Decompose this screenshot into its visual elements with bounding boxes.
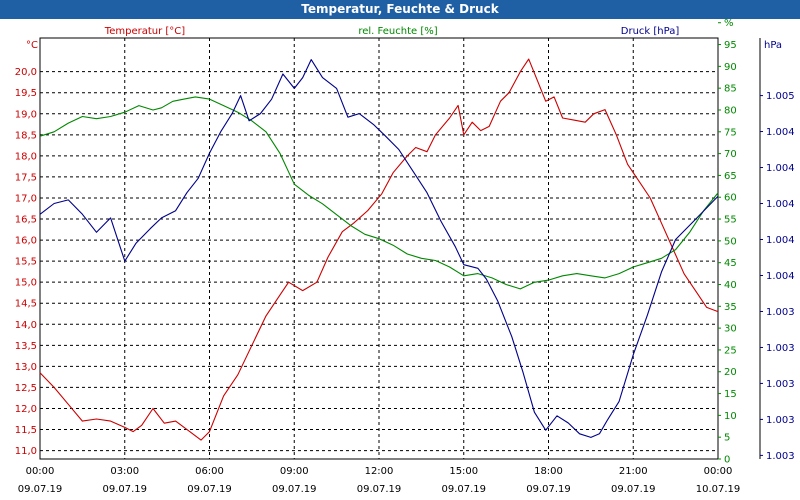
x-tick-date: 09.07.19: [357, 484, 402, 495]
humidity-tick-label: 40: [724, 280, 737, 291]
temperature-tick-label: 12,5: [15, 383, 37, 394]
humidity-tick-label: 20: [724, 367, 737, 378]
pressure-tick-label: 1.004: [766, 199, 795, 210]
legend-humidity: rel. Feuchte [%]: [358, 26, 437, 37]
pressure-tick-label: 1.003: [766, 379, 795, 390]
temperature-tick-label: 11,0: [15, 446, 37, 457]
series-group: [39, 58, 719, 441]
x-tick-time: 03:00: [110, 466, 139, 477]
humidity-tick-label: 0: [724, 455, 730, 466]
x-tick-labels: 00:00 09.07.19 03:00 09.07.19 06:00 09.07.19 0…: [18, 466, 741, 495]
x-tick-date: 09.07.19: [187, 484, 232, 495]
temperature-tick-label: 11,5: [15, 425, 37, 436]
pressure-tick-label: 1.003: [766, 307, 795, 318]
temperature-tick-label: 17,5: [15, 172, 37, 183]
x-tick-time: 21:00: [619, 466, 648, 477]
x-tick-time: 12:00: [365, 466, 394, 477]
chart-title-bar: Temperatur, Feuchte & Druck: [0, 0, 800, 19]
humidity-tick-label: %: [724, 19, 734, 29]
pressure-tick-label: 1.003: [766, 415, 795, 426]
temperature-tick-label: 13,5: [15, 341, 37, 352]
x-tick-date: 10.07.19: [696, 484, 741, 495]
humidity-tick-label: 45: [724, 258, 737, 269]
pressure-tick-label: 1.003: [766, 343, 795, 354]
x-tick-date: 09.07.19: [526, 484, 571, 495]
temperature-tick-label: 13,0: [15, 362, 37, 373]
pressure-tick-label: 1.004: [766, 235, 795, 246]
chart-canvas: Temperatur [°C] rel. Feuchte [%] Druck […: [15, 19, 795, 495]
x-tick-time: 00:00: [26, 466, 55, 477]
humidity-tick-label: 90: [724, 62, 737, 73]
temperature-line: [39, 58, 719, 441]
humidity-tick-label: 50: [724, 236, 737, 247]
temperature-tick-label: 14,5: [15, 299, 37, 310]
grid: [40, 38, 718, 459]
humidity-line: [39, 96, 719, 290]
x-tick-date: 09.07.19: [18, 484, 63, 495]
temperature-tick-label: 14,0: [15, 320, 37, 331]
x-tick-date: 09.07.19: [272, 484, 317, 495]
humidity-tick-labels: 0 5 10 15 20 25 30 35 40 45 50 55 60 65 70 75 80 85 90 95%: [718, 19, 737, 466]
humidity-tick-label: 55: [724, 215, 737, 226]
chart-title: Temperatur, Feuchte & Druck: [301, 2, 499, 16]
humidity-tick-label: 5: [724, 433, 730, 444]
humidity-tick-label: 85: [724, 84, 737, 95]
x-tick-time: 06:00: [195, 466, 224, 477]
x-tick-time: 15:00: [449, 466, 478, 477]
humidity-tick-label: 95: [724, 40, 737, 51]
plot-border: [39, 37, 719, 460]
temperature-tick-label: 19,5: [15, 88, 37, 99]
humidity-tick-label: 35: [724, 302, 737, 313]
temperature-tick-label: 15,0: [15, 278, 37, 289]
pressure-tick-label: 1.003: [766, 451, 795, 462]
x-tick-date: 09.07.19: [102, 484, 147, 495]
humidity-tick-label: 25: [724, 345, 737, 356]
temperature-tick-label: 16,5: [15, 215, 37, 226]
temperature-tick-label: 17,0: [15, 193, 37, 204]
x-tick-date: 09.07.19: [441, 484, 486, 495]
x-tick-time: 18:00: [534, 466, 563, 477]
x-tick-time: 00:00: [704, 466, 733, 477]
humidity-tick-label: 70: [724, 149, 737, 160]
humidity-tick-label: 10: [724, 411, 737, 422]
humidity-tick-label: 60: [724, 193, 737, 204]
legend-pressure: Druck [hPa]: [621, 26, 680, 37]
temperature-tick-label: 16,0: [15, 236, 37, 247]
pressure-tick-label: 1.004: [766, 127, 795, 138]
humidity-tick-label: 80: [724, 105, 737, 116]
pressure-tick-label: 1.005: [766, 91, 795, 102]
humidity-tick-label: 30: [724, 324, 737, 335]
humidity-tick-label: 75: [724, 127, 737, 138]
pressure-tick-label: 1.004: [766, 271, 795, 282]
pressure-line: [39, 59, 719, 438]
legend-temperature: Temperatur [°C]: [104, 26, 185, 37]
humidity-tick-label: 65: [724, 171, 737, 182]
temperature-tick-label: 19,0: [15, 109, 37, 120]
temperature-tick-label: 18,0: [15, 151, 37, 162]
temperature-tick-labels: 11,0 11,5 12,0 12,5 13,0 13,5 14,0 14,5 15,0 15,5…: [15, 67, 37, 457]
x-tick-time: 09:00: [280, 466, 309, 477]
pressure-tick-labels: 1.003 1.003 1.003 1.003 1.003 1.004 1.004 1.004…: [760, 91, 795, 462]
pressure-unit-label: hPa: [764, 40, 782, 51]
temperature-tick-label: 20,0: [15, 67, 37, 78]
humidity-tick-label: 15: [724, 389, 737, 400]
temperature-tick-label: 18,5: [15, 130, 37, 141]
temperature-tick-label: 12,0: [15, 404, 37, 415]
temperature-tick-label: 15,5: [15, 257, 37, 268]
temperature-unit-label: °C: [26, 40, 38, 51]
pressure-tick-label: 1.004: [766, 163, 795, 174]
x-tick-date: 09.07.19: [611, 484, 656, 495]
